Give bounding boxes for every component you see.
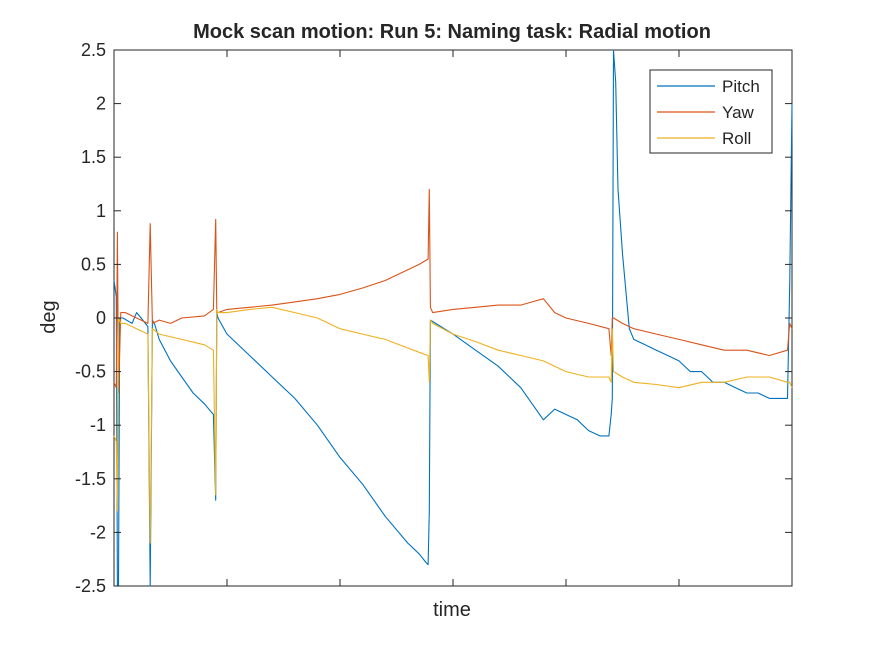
series-layer [113, 49, 793, 587]
legend-label-yaw: Yaw [722, 103, 755, 122]
y-tick-label: 1.5 [81, 147, 106, 167]
y-tick-label: 2.5 [81, 40, 106, 60]
chart-title: Mock scan motion: Run 5: Naming task: Ra… [193, 21, 711, 43]
y-tick-label: -1.5 [75, 469, 106, 489]
y-tick-label: 0 [96, 308, 106, 328]
y-tick-label: -0.5 [75, 362, 106, 382]
x-axis-ticks [113, 50, 793, 586]
y-tick-label: 0.5 [81, 254, 106, 274]
legend-label-roll: Roll [722, 129, 751, 148]
legend-entries: Pitch Yaw Roll [657, 77, 760, 148]
y-tick-label: 2 [96, 94, 106, 114]
y-tick-label: -1 [90, 415, 106, 435]
legend-label-pitch: Pitch [722, 77, 760, 96]
y-axis-label: deg [38, 300, 60, 333]
series-line-roll [113, 306, 793, 544]
y-tick-label: -2 [90, 522, 106, 542]
series-line-yaw [113, 188, 793, 394]
legend: Pitch Yaw Roll [649, 69, 773, 154]
y-tick-label: 1 [96, 201, 106, 221]
y-axis-ticks: -2.5 -2 -1.5 -1 -0.5 0 0.5 1 1.5 2 2.5 [75, 40, 792, 596]
x-axis-label: time [433, 599, 471, 621]
y-tick-label: -2.5 [75, 576, 106, 596]
